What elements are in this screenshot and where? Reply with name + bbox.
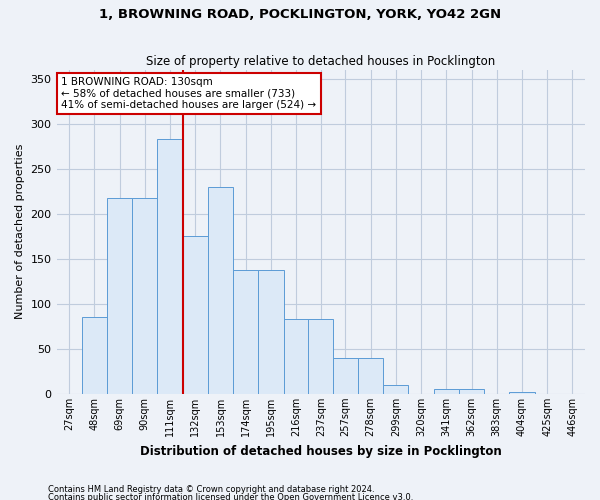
Bar <box>284 319 309 394</box>
Text: Contains public sector information licensed under the Open Government Licence v3: Contains public sector information licen… <box>48 492 413 500</box>
Bar <box>157 139 182 394</box>
Y-axis label: Number of detached properties: Number of detached properties <box>15 144 25 320</box>
Bar <box>233 270 259 394</box>
Bar <box>107 198 132 394</box>
Text: 1 BROWNING ROAD: 130sqm
← 58% of detached houses are smaller (733)
41% of semi-d: 1 BROWNING ROAD: 130sqm ← 58% of detache… <box>61 77 316 110</box>
Bar <box>383 385 409 394</box>
Bar <box>182 236 208 394</box>
Bar <box>308 319 334 394</box>
Text: Contains HM Land Registry data © Crown copyright and database right 2024.: Contains HM Land Registry data © Crown c… <box>48 486 374 494</box>
Bar <box>208 186 233 394</box>
Bar <box>333 358 358 394</box>
Bar <box>132 198 157 394</box>
Bar <box>358 358 383 394</box>
Title: Size of property relative to detached houses in Pocklington: Size of property relative to detached ho… <box>146 56 496 68</box>
Bar <box>434 390 459 394</box>
Bar <box>509 392 535 394</box>
Bar <box>459 390 484 394</box>
Bar <box>259 270 284 394</box>
Bar <box>82 318 107 394</box>
X-axis label: Distribution of detached houses by size in Pocklington: Distribution of detached houses by size … <box>140 444 502 458</box>
Text: 1, BROWNING ROAD, POCKLINGTON, YORK, YO42 2GN: 1, BROWNING ROAD, POCKLINGTON, YORK, YO4… <box>99 8 501 20</box>
